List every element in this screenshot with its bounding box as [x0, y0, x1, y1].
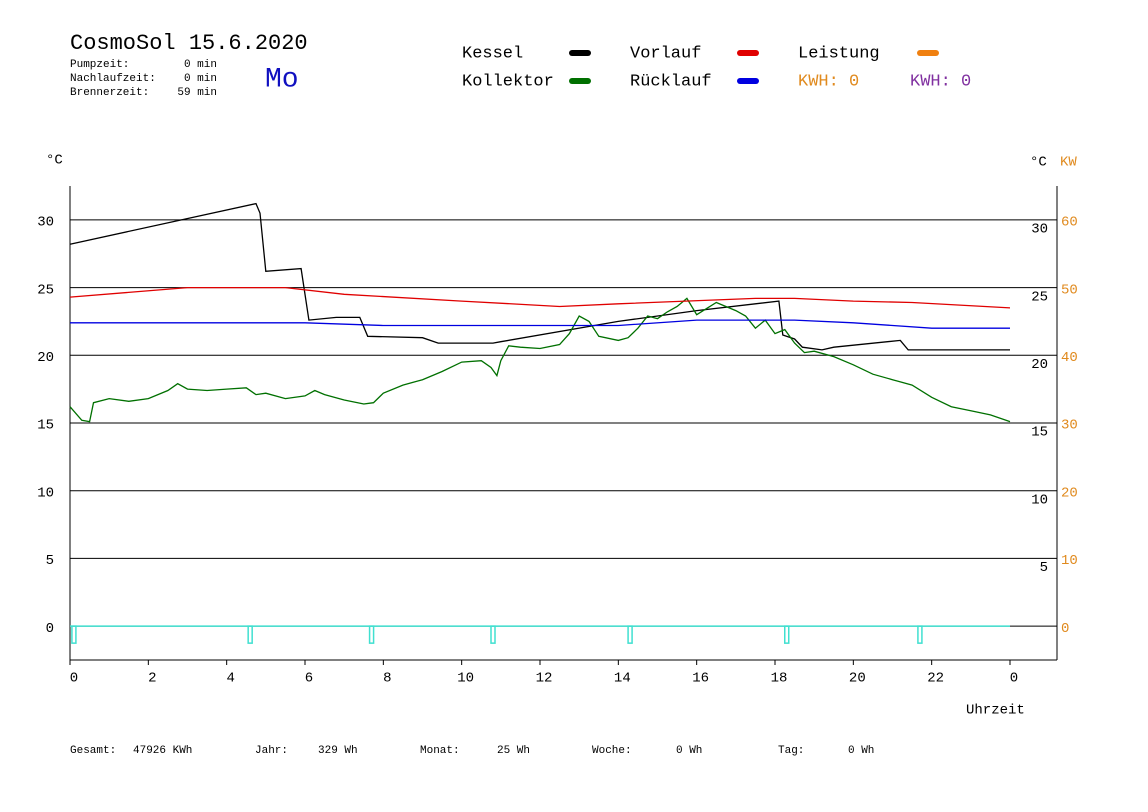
info-value: 0 min	[184, 73, 217, 85]
legend-label: Vorlauf	[630, 44, 701, 63]
series-line	[69, 297, 1011, 423]
legend-label: Leistung	[798, 44, 880, 63]
x-tick-label: 0	[1010, 671, 1018, 687]
y2-tick-label: 0	[1061, 621, 1069, 637]
y-tick-label: 20	[37, 350, 54, 366]
series-line	[70, 319, 1010, 329]
kwh-label: KWH: 0	[798, 72, 859, 91]
y-tick-label: 30	[37, 215, 54, 231]
pulse	[368, 625, 375, 644]
legend-label: Kessel	[462, 44, 523, 63]
x-tick-label: 14	[614, 671, 631, 687]
pulse	[71, 625, 77, 644]
y2-tick-label: 30	[1061, 418, 1078, 434]
legend-label: Kollektor	[462, 72, 554, 91]
y-right-tick-label: 30	[1031, 222, 1048, 238]
y-right-tick-label: 15	[1031, 425, 1048, 441]
pulse	[490, 625, 496, 644]
x-tick-label: 18	[771, 671, 788, 687]
info-label: Nachlaufzeit:	[70, 73, 156, 85]
info-label: Pumpzeit:	[70, 59, 129, 71]
y2-tick-label: 10	[1061, 553, 1078, 569]
pulse	[247, 625, 253, 644]
kwh-label: KWH: 0	[910, 72, 971, 91]
series-line	[69, 202, 1010, 351]
y-right-tick-label: 20	[1031, 357, 1048, 373]
y-tick-label: 25	[37, 282, 54, 298]
x-tick-label: 20	[849, 671, 866, 687]
x-tick-label: 4	[226, 671, 234, 687]
info-value: 0 min	[184, 59, 217, 71]
x-tick-label: 12	[536, 671, 553, 687]
y-right-tick-label: 25	[1031, 289, 1048, 305]
series-line	[69, 286, 1011, 309]
y2-tick-label: 50	[1061, 282, 1078, 298]
y-tick-label: 5	[46, 553, 54, 569]
pulse	[784, 625, 790, 644]
x-tick-label: 16	[692, 671, 709, 687]
footer-value: 329 Wh	[318, 745, 358, 757]
x-tick-label: 2	[148, 671, 156, 687]
y2-tick-label: 60	[1061, 215, 1078, 231]
y2-axis-label: KW	[1060, 155, 1077, 171]
footer-label: Tag:	[778, 745, 804, 757]
x-axis-label: Uhrzeit	[966, 703, 1025, 719]
y-tick-label: 0	[46, 621, 54, 637]
footer-label: Woche:	[592, 745, 632, 757]
y-right-tick-label: 5	[1040, 560, 1048, 576]
y-axis-label: °C	[46, 153, 63, 169]
y-tick-label: 15	[37, 418, 54, 434]
pulse	[917, 625, 923, 644]
x-tick-label: 8	[383, 671, 391, 687]
footer-value: 47926 KWh	[133, 745, 192, 757]
footer-value: 25 Wh	[497, 745, 530, 757]
legend-label: Rücklauf	[630, 72, 712, 91]
x-tick-label: 10	[457, 671, 474, 687]
y-right-axis-label: °C	[1030, 155, 1047, 171]
y-tick-label: 10	[37, 485, 54, 501]
footer-value: 0 Wh	[676, 745, 702, 757]
footer-label: Monat:	[420, 745, 460, 757]
x-tick-label: 22	[927, 671, 944, 687]
y-right-tick-label: 10	[1031, 492, 1048, 508]
pulse	[627, 625, 633, 644]
weekday: Mo	[265, 64, 299, 95]
chart-title: CosmoSol 15.6.2020	[70, 31, 308, 56]
footer-label: Gesamt:	[70, 745, 116, 757]
x-tick-label: 0	[70, 671, 78, 687]
x-tick-label: 6	[305, 671, 313, 687]
info-value: 59 min	[177, 87, 217, 99]
y2-tick-label: 40	[1061, 350, 1078, 366]
footer-value: 0 Wh	[848, 745, 874, 757]
info-label: Brennerzeit:	[70, 87, 149, 99]
y2-tick-label: 20	[1061, 485, 1078, 501]
footer-label: Jahr:	[255, 745, 288, 757]
